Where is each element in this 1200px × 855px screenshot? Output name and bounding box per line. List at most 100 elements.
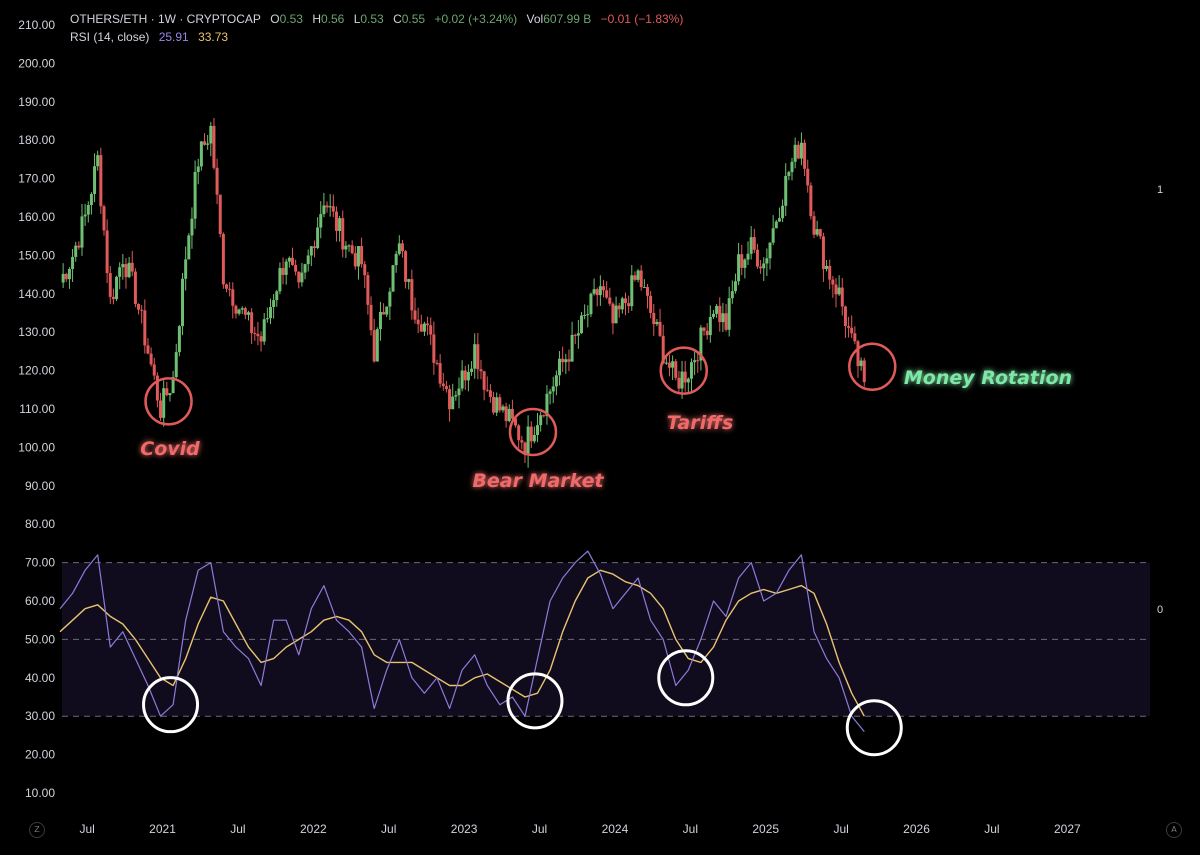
candle-body: [108, 273, 112, 297]
candle-body: [278, 268, 282, 292]
candle-body: [482, 371, 486, 390]
candle-body: [181, 278, 185, 327]
candle-body: [105, 230, 109, 274]
candle-body: [517, 425, 521, 441]
candle-body: [765, 258, 769, 264]
symbol-label[interactable]: OTHERS/ETH · 1W · CRYPTOCAP: [70, 12, 261, 26]
candle-body: [281, 268, 285, 275]
candle-body: [93, 166, 97, 194]
price-candles: [61, 117, 866, 468]
candle-body: [353, 253, 357, 267]
candle-body: [862, 360, 866, 383]
candle-body: [809, 185, 813, 217]
auto-scale-button[interactable]: A: [1166, 822, 1182, 838]
candle-body: [240, 308, 244, 310]
candle-body: [620, 298, 624, 310]
candle-body: [448, 389, 452, 410]
candle-body: [564, 359, 568, 363]
rsi-line-path: [59, 550, 865, 732]
x-tick-label: 2021: [149, 822, 176, 836]
candle-body: [344, 245, 348, 250]
annotation-label: Tariffs: [667, 412, 734, 434]
candle-body: [727, 298, 731, 330]
close-value: 0.55: [401, 12, 426, 26]
annotation-label: Bear Market: [472, 470, 604, 492]
candle-body: [407, 279, 411, 282]
candle-body: [268, 306, 272, 319]
y-tick-label: 190.00: [18, 95, 55, 109]
rsi-label[interactable]: RSI (14, close): [70, 30, 150, 44]
candle-body: [592, 289, 596, 294]
x-tick-label: 2025: [752, 822, 779, 836]
candle-body: [815, 229, 819, 235]
candle-body: [718, 305, 722, 323]
candle-body: [96, 155, 100, 167]
rsi-line: [59, 550, 865, 732]
candle-body: [127, 262, 131, 278]
zoom-button[interactable]: Z: [29, 822, 45, 838]
x-tick-label: Jul: [230, 822, 245, 836]
candle-body: [589, 293, 593, 315]
candle-body: [702, 327, 706, 331]
candle-body: [689, 362, 693, 379]
y-tick-label: 160.00: [18, 210, 55, 224]
candle-body: [856, 341, 860, 367]
y-tick-label: 40.00: [25, 671, 55, 685]
candle-body: [586, 314, 590, 316]
candle-body: [234, 305, 238, 314]
candle-body: [218, 194, 222, 235]
candle-body: [473, 344, 477, 369]
candle-body: [859, 360, 863, 367]
candle-body: [309, 246, 313, 256]
candle-body: [165, 388, 169, 396]
candle-body: [225, 284, 229, 289]
candle-body: [633, 275, 637, 280]
candle-body: [796, 144, 800, 159]
candle-body: [294, 264, 298, 272]
candle-body: [730, 291, 734, 299]
candle-body: [61, 273, 65, 283]
candle-body: [366, 275, 370, 305]
candle-body: [850, 327, 854, 334]
candle-body: [504, 406, 508, 422]
candle-body: [818, 229, 822, 237]
y-tick-label: 140.00: [18, 287, 55, 301]
candle-body: [624, 298, 627, 304]
volume-change: −0.01 (−1.83%): [600, 12, 684, 26]
candle-body: [762, 263, 766, 269]
candle-body: [514, 418, 518, 426]
candle-body: [476, 344, 480, 370]
candle-body: [99, 155, 103, 207]
candle-body: [297, 271, 301, 283]
candle-body: [667, 362, 671, 368]
candle-body: [441, 383, 445, 387]
candle-body: [64, 273, 68, 280]
x-tick-label: Jul: [79, 822, 94, 836]
candle-body: [696, 360, 700, 362]
candle-body: [221, 234, 225, 285]
candle-body: [520, 440, 524, 443]
candle-body: [162, 388, 166, 418]
candle-body: [598, 286, 602, 296]
price-highlight-circle: [144, 377, 193, 426]
candle-body: [806, 168, 810, 186]
candle-body: [711, 313, 715, 317]
y-tick-label: 210.00: [18, 18, 55, 32]
candle-body: [743, 259, 747, 268]
y-tick-label: 30.00: [25, 709, 55, 723]
candle-body: [755, 249, 759, 267]
candle-body: [781, 205, 785, 219]
candle-body: [536, 425, 540, 436]
candle-body: [803, 142, 807, 169]
candle-body: [212, 125, 216, 168]
candle-body: [605, 290, 609, 298]
candle-body: [558, 358, 562, 376]
candle-body: [630, 275, 634, 307]
candle-body: [595, 289, 599, 296]
candle-body: [378, 311, 382, 330]
y-tick-label: 50.00: [25, 632, 55, 646]
annotation-label: Covid: [140, 438, 200, 460]
candle-body: [488, 390, 492, 397]
candle-body: [721, 313, 725, 323]
